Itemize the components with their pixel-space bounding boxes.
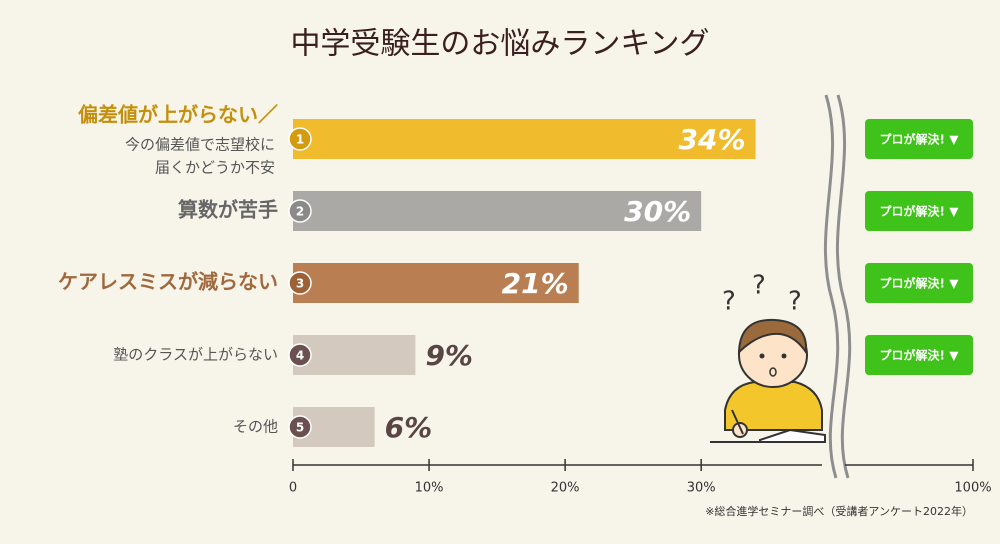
bar xyxy=(293,191,702,231)
solve-button[interactable]: プロが解決! ▼ xyxy=(865,263,973,303)
category-label: 算数が苦手 xyxy=(178,198,278,222)
rank-number: 3 xyxy=(296,277,304,291)
category-label: ケアレスミスが減らない xyxy=(58,270,278,294)
x-tick-label: 10% xyxy=(415,481,444,496)
question-mark: ? xyxy=(752,271,766,301)
chart-title: 中学受験生のお悩みランキング xyxy=(290,27,709,62)
value-label: 21% xyxy=(502,267,569,300)
category-label: 偏差値が上がらない／ xyxy=(78,103,278,127)
eye xyxy=(781,353,787,359)
category-label: 塾のクラスが上がらない xyxy=(113,346,278,364)
value-label: 9% xyxy=(425,339,473,372)
button-bg[interactable] xyxy=(865,335,973,375)
x-tick-label: 0 xyxy=(289,481,297,496)
rank-badge xyxy=(288,199,312,223)
category-detail: 今の偏差値で志望校に xyxy=(125,136,275,154)
button-label[interactable]: プロが解決! ▼ xyxy=(880,132,960,147)
solve-button[interactable]: プロが解決! ▼ xyxy=(865,119,973,159)
rank-number: 2 xyxy=(296,205,304,219)
question-mark: ? xyxy=(722,287,736,317)
x-tick-label: 20% xyxy=(551,481,580,496)
source-note: ※総合進学セミナー調べ（受講者アンケート2022年） xyxy=(705,504,973,518)
break-line xyxy=(835,94,852,479)
solve-button[interactable]: プロが解決! ▼ xyxy=(865,335,973,375)
pencil xyxy=(731,409,744,435)
value-label: 6% xyxy=(385,411,433,444)
break-line xyxy=(823,94,840,479)
button-label[interactable]: プロが解決! ▼ xyxy=(880,276,960,291)
axis-break xyxy=(823,94,852,479)
button-bg[interactable] xyxy=(865,191,973,231)
rank-badge xyxy=(288,343,312,367)
rank-badge xyxy=(288,415,312,439)
question-mark: ? xyxy=(788,287,802,317)
x-tick-label: 100% xyxy=(954,481,991,496)
category-label: その他 xyxy=(233,418,278,436)
button-label[interactable]: プロが解決! ▼ xyxy=(880,348,960,363)
rank-number: 1 xyxy=(296,133,304,147)
value-label: 34% xyxy=(679,123,746,156)
mouth xyxy=(769,367,777,377)
button-bg[interactable] xyxy=(865,119,973,159)
hair xyxy=(737,318,808,355)
rank-number: 5 xyxy=(296,421,304,435)
bar xyxy=(293,263,579,303)
category-detail: 届くかどうか不安 xyxy=(155,159,275,177)
notebook xyxy=(759,428,826,443)
solve-button[interactable]: プロが解決! ▼ xyxy=(865,191,973,231)
button-label[interactable]: プロが解決! ▼ xyxy=(880,204,960,219)
rank-number: 4 xyxy=(296,349,304,363)
eye xyxy=(759,353,765,359)
bar xyxy=(293,119,756,159)
x-tick-label: 30% xyxy=(687,481,716,496)
rank-badge xyxy=(288,271,312,295)
value-label: 30% xyxy=(624,195,691,228)
rank-badge xyxy=(288,127,312,151)
button-bg[interactable] xyxy=(865,263,973,303)
body xyxy=(724,381,823,431)
illustration: ? ? ? xyxy=(710,271,826,443)
bar xyxy=(293,335,416,375)
